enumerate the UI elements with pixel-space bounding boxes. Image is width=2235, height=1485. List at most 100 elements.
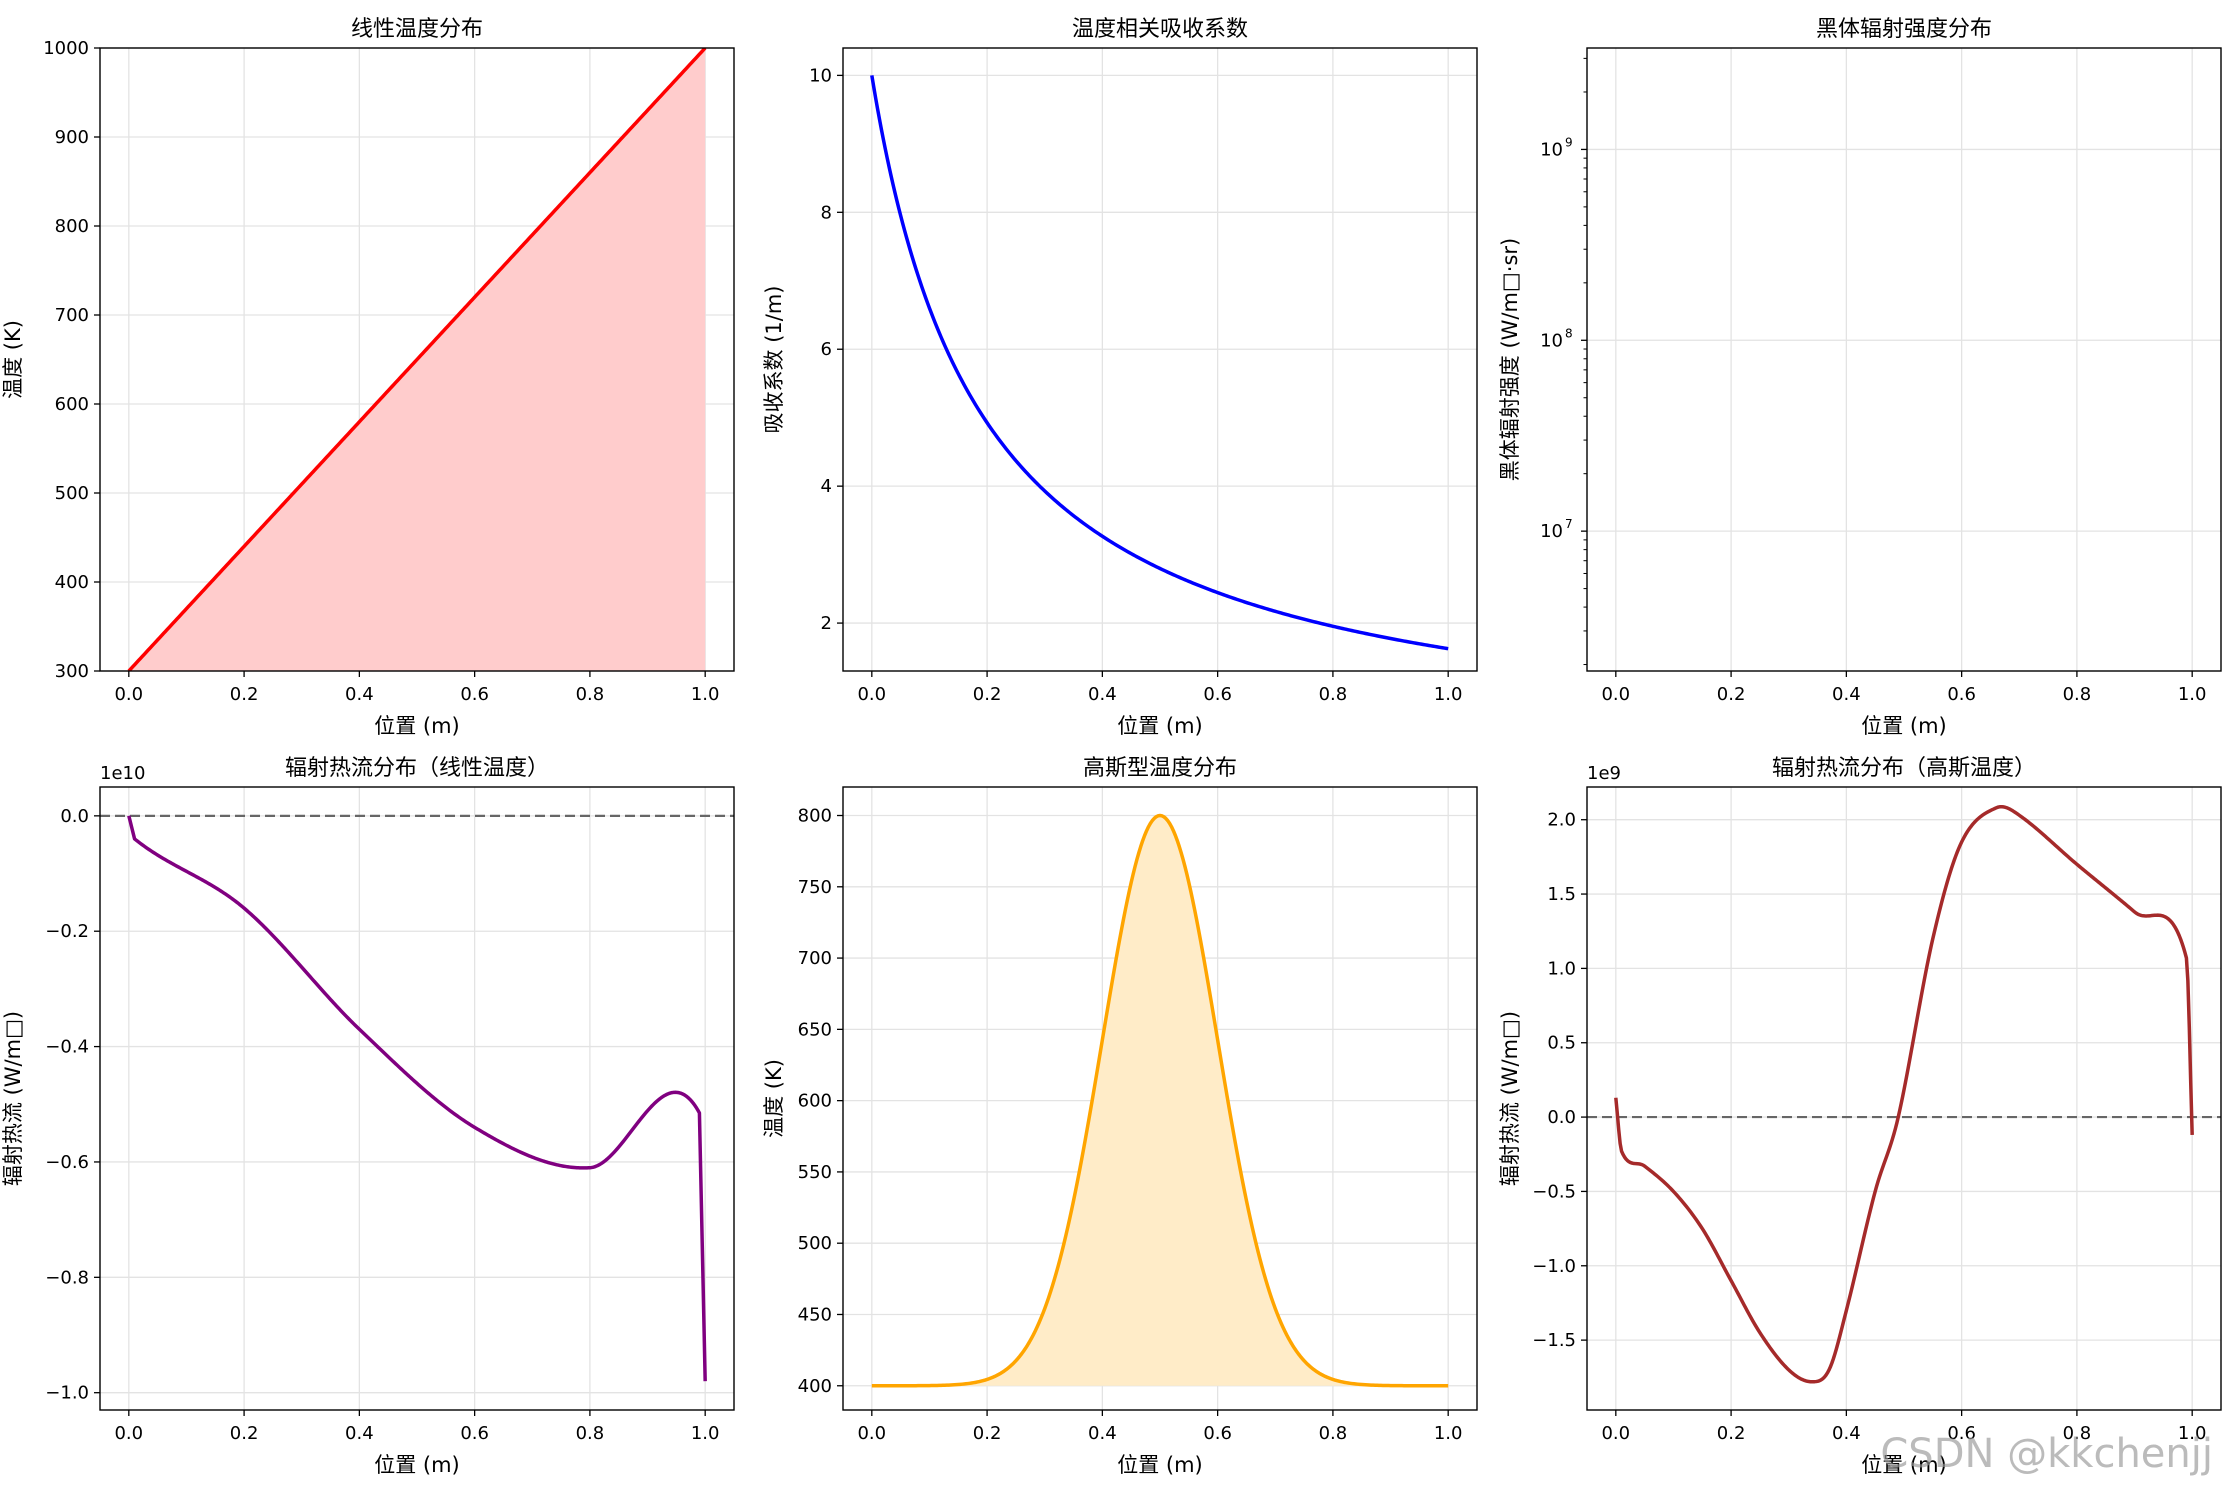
x-axis-label: 位置 (m)	[1861, 1453, 1947, 1477]
x-tick-label: 0.6	[1947, 1423, 1976, 1444]
x-tick-label: 0.6	[460, 1423, 489, 1444]
y-tick-label: 800	[798, 806, 832, 827]
chart-title: 辐射热流分布（线性温度）	[285, 756, 549, 781]
y-tick-label: −1.5	[1532, 1330, 1576, 1351]
plot-area	[100, 814, 734, 1382]
x-axis-label: 位置 (m)	[1117, 714, 1203, 738]
y-tick-label: 700	[55, 305, 89, 326]
y-tick-label: 500	[798, 1233, 832, 1254]
chart-panel-1: 0.0 0.2 0.4 0.6 0.8 1.0 300 400 500 600 700 800 900 1…	[1, 17, 735, 738]
x-tick-label: 0.0	[114, 684, 143, 705]
x-tick-label: 0.6	[1203, 1423, 1232, 1444]
chart-title: 温度相关吸收系数	[1072, 17, 1248, 42]
chart-title: 黑体辐射强度分布	[1816, 17, 1992, 42]
x-tick-label: 0.0	[857, 1423, 886, 1444]
axes-frame	[1586, 786, 2222, 1411]
x-axis-label: 位置 (m)	[1117, 1453, 1203, 1477]
x-tick-label: 0.8	[1319, 1423, 1348, 1444]
y-axis-label: 温度 (K)	[1, 320, 25, 399]
x-tick-label: 0.2	[1717, 1423, 1746, 1444]
y-tick-label: −1.0	[1532, 1256, 1576, 1277]
x-tick-label: 0.8	[2063, 684, 2092, 705]
y-tick-label: 0.5	[1547, 1033, 1576, 1054]
axes-frame	[99, 47, 735, 672]
chart-title: 辐射热流分布（高斯温度）	[1772, 756, 2036, 781]
series-line	[127, 815, 707, 1382]
y-tick-label: 10	[1540, 139, 1563, 160]
x-tick-label: 0.2	[230, 684, 259, 705]
plot-area	[871, 813, 1449, 1388]
y-tick-label: 8	[821, 202, 832, 223]
y-tick-label: 900	[55, 127, 89, 148]
y-tick-label: 1.5	[1547, 884, 1576, 905]
y-tick-label: 10	[1540, 521, 1563, 542]
y-axis-label: 吸收系数 (1/m)	[762, 286, 786, 434]
x-tick-label: 0.8	[2063, 1423, 2092, 1444]
x-tick-label: 0.6	[460, 684, 489, 705]
chart-panel-4: 0.0 0.2 0.4 0.6 0.8 1.0 0.0 −0.2 −0.4 −0.6 −0.8 −1.…	[1, 756, 735, 1477]
y-tick-label: 10	[809, 65, 832, 86]
chart-panel-6: 0.0 0.2 0.4 0.6 0.8 1.0 −1.5 −1.0 −0.5 0.0 0.5 1.0 1…	[1498, 756, 2222, 1477]
grid	[843, 48, 1477, 671]
y-axis-label: 温度 (K)	[762, 1059, 786, 1138]
x-tick-label: 0.4	[1832, 684, 1861, 705]
y-tick-label: 2	[821, 613, 832, 634]
y-axis-label: 辐射热流 (W/m□)	[1498, 1011, 1522, 1186]
x-tick-label: 0.2	[973, 684, 1002, 705]
x-tick-label: 0.2	[230, 1423, 259, 1444]
series-line	[1614, 804, 2194, 1384]
y-tick-label: −0.8	[45, 1267, 89, 1288]
x-tick-label: 0.4	[345, 1423, 374, 1444]
y-tick-label: 450	[798, 1304, 832, 1325]
x-tick-label: 1.0	[2178, 684, 2207, 705]
x-tick-label: 0.0	[1601, 684, 1630, 705]
y-tick-label: 650	[798, 1019, 832, 1040]
x-tick-label: 1.0	[1434, 1423, 1463, 1444]
x-tick-label: 0.2	[973, 1423, 1002, 1444]
y-tick-label: 10	[1540, 330, 1563, 351]
y-tick-label: −0.5	[1532, 1181, 1576, 1202]
y-tick-label: 1000	[43, 38, 89, 59]
x-tick-label: 0.4	[1832, 1423, 1861, 1444]
x-tick-label: 0.0	[857, 684, 886, 705]
grid	[1587, 48, 2221, 671]
x-axis-label: 位置 (m)	[1861, 714, 1947, 738]
series-line	[870, 75, 1449, 651]
y-tick-label: 0.0	[1547, 1107, 1576, 1128]
chart-title: 高斯型温度分布	[1083, 756, 1237, 781]
x-tick-label: 0.4	[1088, 684, 1117, 705]
x-axis-label: 位置 (m)	[374, 714, 460, 738]
x-tick-label: 1.0	[1434, 684, 1463, 705]
y-tick-label: 300	[55, 661, 89, 682]
chart-panel-5: 0.0 0.2 0.4 0.6 0.8 1.0 400 450 500 550 600 650 700 7…	[762, 756, 1478, 1477]
x-tick-label: 0.0	[114, 1423, 143, 1444]
series-line	[1616, 1055, 2192, 1454]
series-line	[127, 48, 707, 671]
x-axis-label: 位置 (m)	[374, 1453, 460, 1477]
y-tick-label: 1.0	[1547, 958, 1576, 979]
grid	[100, 787, 734, 1410]
plot-area	[870, 75, 1449, 651]
y-tick-label: 500	[55, 483, 89, 504]
axes-frame	[1586, 47, 2222, 672]
plot-area	[127, 48, 707, 671]
x-tick-label: 1.0	[691, 1423, 720, 1444]
y-tick-exponent: 7	[1565, 517, 1573, 531]
x-tick-label: 1.0	[691, 684, 720, 705]
plot-area	[1587, 804, 2221, 1384]
y-tick-label: 600	[798, 1091, 832, 1112]
y-tick-label: 800	[55, 216, 89, 237]
y-tick-label: 400	[55, 572, 89, 593]
y-offset-text: 1e9	[1587, 763, 1621, 784]
axes-frame	[842, 47, 1478, 672]
y-tick-label: 700	[798, 948, 832, 969]
chart-title: 线性温度分布	[351, 17, 483, 42]
x-tick-label: 0.6	[1203, 684, 1232, 705]
y-tick-label: 4	[821, 476, 832, 497]
x-tick-label: 0.0	[1601, 1423, 1630, 1444]
y-axis-label: 黑体辐射强度 (W/m□·sr)	[1498, 238, 1522, 481]
y-tick-exponent: 8	[1565, 326, 1573, 340]
